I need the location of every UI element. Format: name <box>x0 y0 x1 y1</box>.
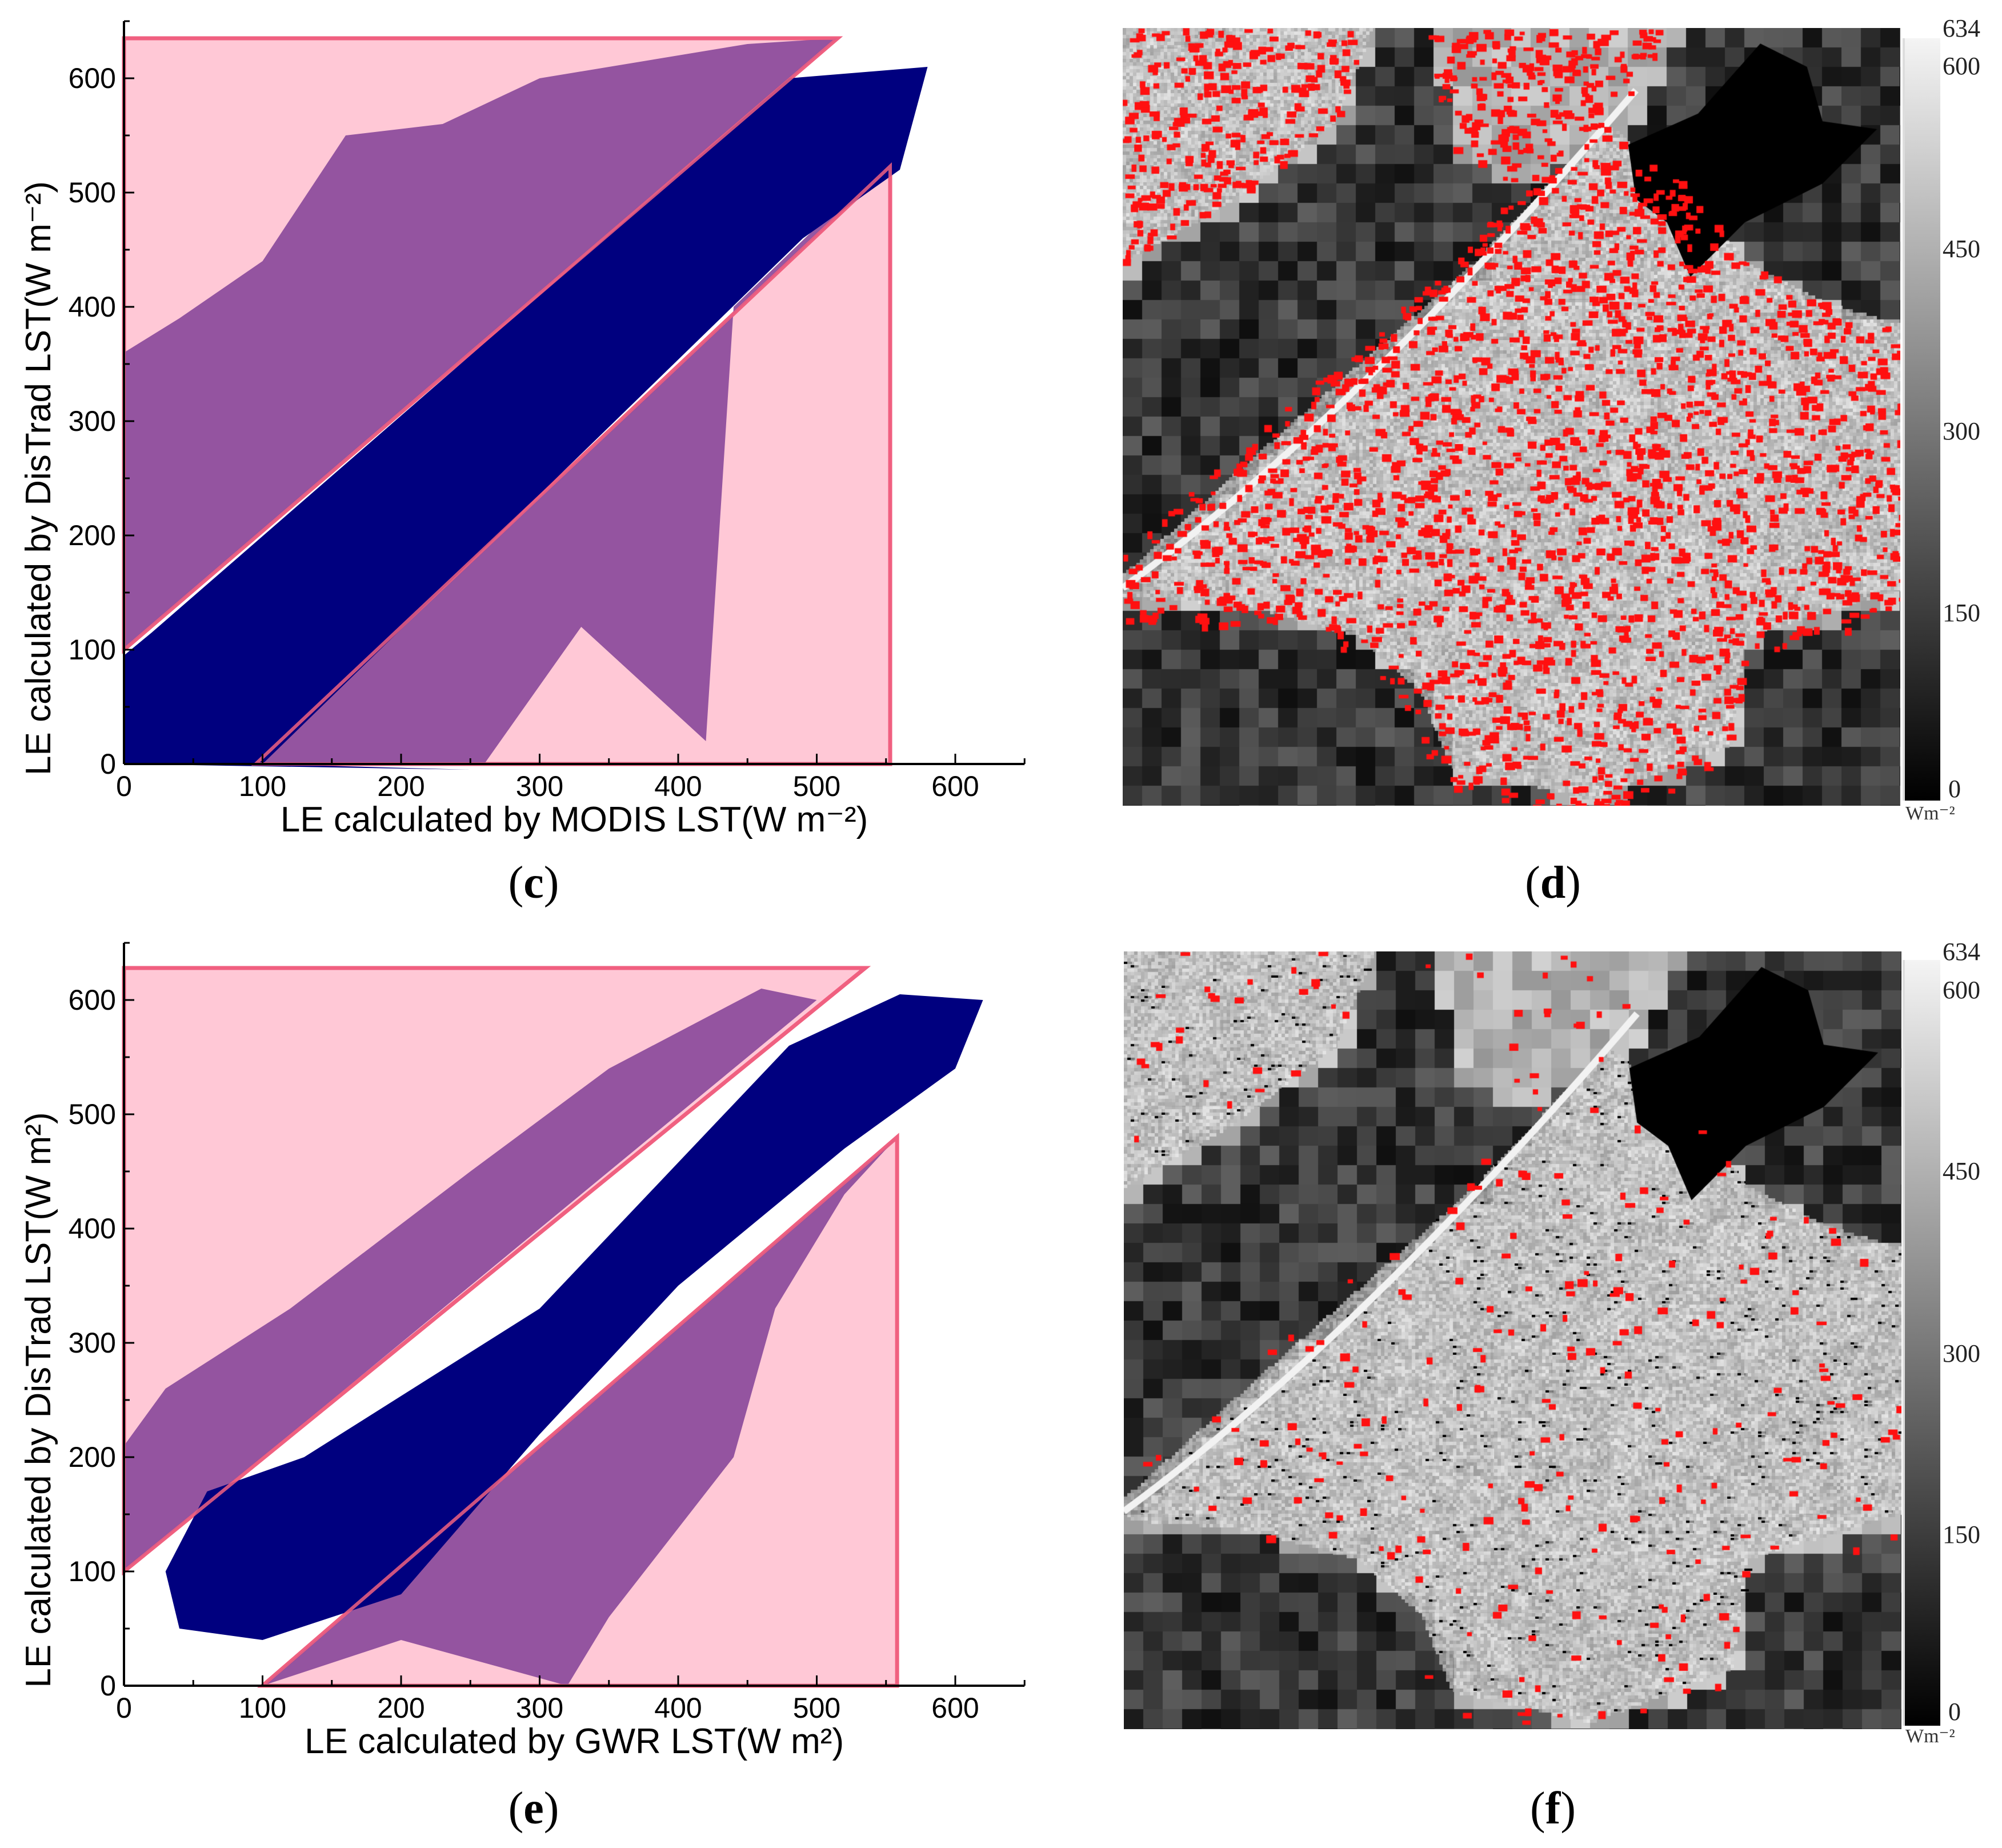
y-tick-label: 0 <box>100 748 116 780</box>
y-tick-label: 100 <box>69 1555 116 1587</box>
y-tick-label: 400 <box>69 291 116 323</box>
y-axis-label: LE calculated by DisTrad LST(W m²) <box>19 1112 58 1687</box>
y-tick-label: 600 <box>69 984 116 1016</box>
x-tick-label: 200 <box>377 1692 425 1724</box>
colorbar-f-tick: 300 <box>1943 1339 1980 1367</box>
x-tick-label: 0 <box>116 770 132 802</box>
colorbar-f-tick: 450 <box>1943 1157 1980 1185</box>
x-tick-label: 400 <box>654 770 702 802</box>
y-tick-label: 200 <box>69 1441 116 1473</box>
y-tick-label: 500 <box>69 177 116 209</box>
caption-letter: f <box>1545 1783 1561 1834</box>
y-tick-label: 200 <box>69 519 116 551</box>
x-tick-label: 600 <box>931 770 979 802</box>
caption-letter: c <box>523 858 544 908</box>
colorbar-f-tick: 0 <box>1948 1698 1961 1726</box>
x-tick-label: 100 <box>239 770 286 802</box>
caption-f: (f) <box>1530 1783 1576 1834</box>
colorbar-d-tick: 0 <box>1948 775 1961 803</box>
x-tick-label: 500 <box>793 1692 840 1724</box>
colorbar-f <box>1903 960 1940 1726</box>
x-tick-label: 600 <box>931 1692 979 1724</box>
y-tick-label: 100 <box>69 634 116 666</box>
colorbar-f-unit: Wm⁻² <box>1905 1726 1955 1747</box>
colorbar-d-tick: 300 <box>1943 417 1980 445</box>
x-axis-label: LE calculated by GWR LST(W m²) <box>305 1722 844 1761</box>
colorbar-d-tick: 634 <box>1943 14 1980 42</box>
colorbar-f-tick: 634 <box>1943 938 1980 966</box>
y-tick-label: 0 <box>100 1670 116 1702</box>
colorbar-f-tick: 600 <box>1943 976 1980 1004</box>
y-tick-label: 600 <box>69 62 116 94</box>
caption-d: (d) <box>1525 858 1581 908</box>
x-tick-label: 300 <box>516 1692 563 1724</box>
outlier-point-cloud <box>124 989 817 1571</box>
y-tick-label: 300 <box>69 1327 116 1359</box>
colorbar-d-tick: 450 <box>1943 235 1980 263</box>
colorbar-d <box>1903 38 1940 801</box>
x-tick-label: 0 <box>116 1692 132 1724</box>
caption-e: (e) <box>508 1783 559 1834</box>
core-point-cloud <box>124 67 928 770</box>
colorbar-f-tick: 150 <box>1943 1521 1980 1549</box>
x-axis-label: LE calculated by MODIS LST(W m⁻²) <box>281 800 868 839</box>
x-tick-label: 500 <box>793 770 840 802</box>
x-tick-label: 300 <box>516 770 563 802</box>
colorbar-d-tick: 150 <box>1943 599 1980 627</box>
le-map-d <box>1123 28 1900 806</box>
colorbar-d-unit: Wm⁻² <box>1905 803 1955 824</box>
x-tick-label: 200 <box>377 770 425 802</box>
y-tick-label: 300 <box>69 405 116 437</box>
y-tick-label: 500 <box>69 1098 116 1130</box>
y-tick-label: 400 <box>69 1213 116 1245</box>
colorbar-d-tick: 600 <box>1943 52 1980 80</box>
core-point-cloud <box>165 994 983 1640</box>
caption-letter: e <box>523 1783 544 1834</box>
x-tick-label: 400 <box>654 1692 702 1724</box>
y-axis-label: LE calculated by DisTrad LST(W m⁻²) <box>19 181 58 775</box>
x-tick-label: 100 <box>239 1692 286 1724</box>
caption-letter: d <box>1540 858 1566 908</box>
le-map-f <box>1124 951 1901 1729</box>
caption-c: (c) <box>508 858 559 908</box>
